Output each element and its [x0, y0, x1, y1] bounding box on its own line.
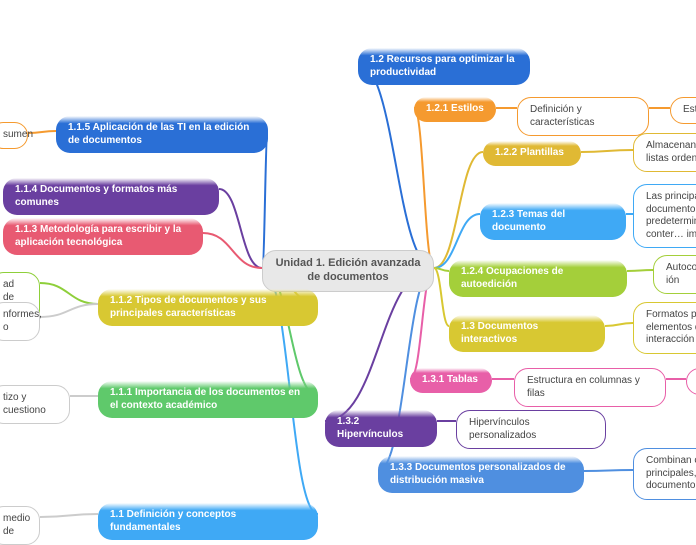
mindmap-node[interactable]: 1.3 Documentos interactivos [449, 315, 605, 352]
mindmap-node[interactable]: 1.3.2 Hipervínculos [325, 410, 437, 447]
edge [605, 323, 633, 326]
mindmap-node[interactable]: medio de [0, 506, 40, 545]
mindmap-node[interactable]: nformes, o [0, 302, 40, 341]
mindmap-node[interactable]: 1.1.1 Importancia de los documentos en e… [98, 381, 318, 418]
edge [414, 108, 434, 268]
mindmap-node[interactable]: Hipervínculos personalizados [456, 410, 606, 449]
mindmap-node[interactable]: Formatos predete… elementos que añ… inte… [633, 302, 696, 354]
edge [434, 152, 483, 268]
mindmap-node[interactable]: Almacenan caracteres, listas ordenadas o… [633, 133, 696, 172]
mindmap-node[interactable]: 1.1 Definición y conceptos fundamentales [98, 503, 318, 540]
mindmap-node[interactable]: Las principales … documento com… predete… [633, 184, 696, 248]
edge [584, 470, 633, 471]
mindmap-node[interactable]: 1.2.3 Temas del documento [480, 203, 626, 240]
edge [203, 233, 262, 268]
mindmap-node[interactable]: 1.1.5 Aplicación de las TI en la edición… [56, 116, 268, 153]
edge [219, 189, 262, 268]
mindmap-node[interactable]: 1.1.2 Tipos de documentos y sus principa… [98, 289, 318, 326]
mindmap-node[interactable]: Combinan correspon… principales, archivo… [633, 448, 696, 500]
mindmap-node[interactable]: 1.2.2 Plantillas [483, 141, 581, 166]
mindmap-node[interactable]: Estructura en columnas y filas [514, 368, 666, 407]
mindmap-node[interactable]: 1.2.4 Ocupaciones de autoedición [449, 260, 627, 297]
mindmap-node[interactable]: T… [686, 368, 696, 395]
edge [40, 514, 98, 517]
edge [262, 131, 268, 268]
mindmap-node[interactable]: Autocor… ión [653, 255, 696, 294]
edge [40, 304, 98, 317]
edge [627, 270, 653, 271]
mindmap-node[interactable]: 1.2.1 Estilos [414, 97, 496, 122]
edge [434, 268, 449, 271]
mindmap-node[interactable]: 1.3.1 Tablas [410, 368, 492, 393]
center-node[interactable]: Unidad 1. Edición avanzada de documentos [262, 250, 434, 292]
mindmap-node[interactable]: tizo y cuestiono [0, 385, 70, 424]
edge [581, 150, 633, 152]
mindmap-node[interactable]: 1.2 Recursos para optimizar la productiv… [358, 48, 530, 85]
mindmap-node[interactable]: Estilos [670, 97, 696, 124]
edge [40, 283, 98, 304]
edge [434, 268, 449, 326]
mindmap-node[interactable]: 1.1.4 Documentos y formatos más comunes [3, 178, 219, 215]
mindmap-node[interactable]: sumen [0, 122, 28, 149]
mindmap-node[interactable]: 1.3.3 Documentos personalizados de distr… [378, 456, 584, 493]
mindmap-node[interactable]: 1.1.3 Metodología para escribir y la apl… [3, 218, 203, 255]
edge [358, 63, 434, 268]
mindmap-node[interactable]: Definición y características [517, 97, 649, 136]
